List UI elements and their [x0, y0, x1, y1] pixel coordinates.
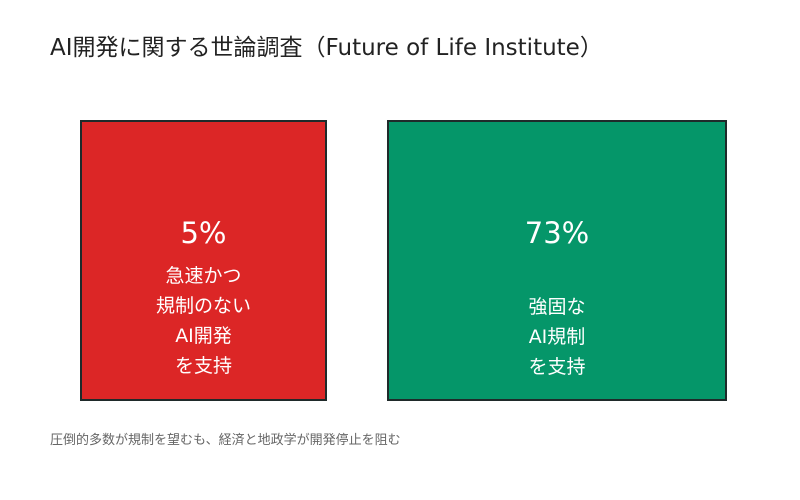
bar-value-label: 73%: [524, 216, 590, 250]
bar-category-label: 急速かつ 規制のない AI開発 を支持: [155, 265, 251, 377]
bar-0: 5% 急速かつ 規制のない AI開発 を支持: [80, 120, 327, 401]
bar-category-label: 強固な AI規制 を支持: [528, 296, 586, 378]
footnote: 圧倒的多数が規制を望むも、経済と地政学が開発停止を阻む: [50, 433, 401, 448]
bar-1: 73% 強固な AI規制 を支持: [387, 120, 727, 401]
bar-value-label: 5%: [180, 216, 227, 250]
chart-title: AI開発に関する世論調査（Future of Life Institute）: [50, 35, 603, 61]
